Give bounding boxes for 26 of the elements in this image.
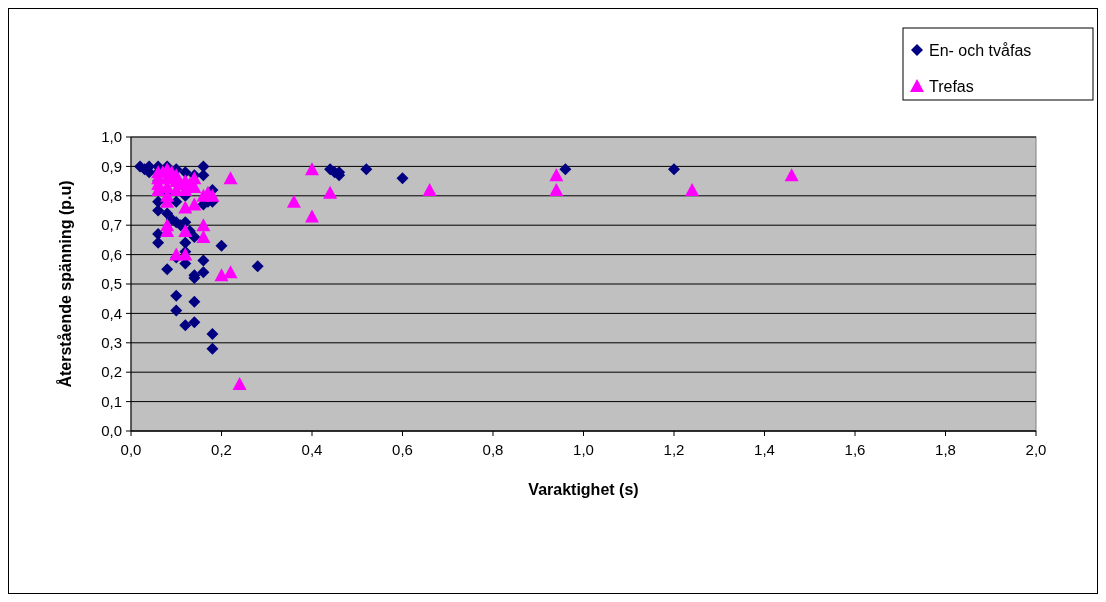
x-tick-label: 2,0 bbox=[1025, 441, 1047, 458]
legend-label: En- och tvåfas bbox=[929, 41, 1032, 59]
x-tick-label: 1,2 bbox=[663, 441, 685, 458]
y-tick-label: 0,3 bbox=[101, 334, 122, 352]
y-tick-label: 0,1 bbox=[101, 392, 122, 410]
x-tick-label: 0,8 bbox=[482, 441, 504, 458]
y-tick-label: 0,0 bbox=[101, 422, 122, 440]
y-tick-label: 0,4 bbox=[101, 304, 122, 322]
y-axis-title: Återstående spänning (p.u) bbox=[56, 180, 74, 388]
y-tick-label: 1,0 bbox=[101, 128, 122, 146]
x-tick-label: 1,6 bbox=[844, 441, 866, 458]
x-tick-label: 0,0 bbox=[120, 441, 142, 458]
y-tick-label: 0,9 bbox=[101, 157, 122, 175]
x-tick-label: 1,4 bbox=[754, 441, 775, 458]
x-axis-title: Varaktighet (s) bbox=[528, 481, 639, 498]
x-tick-label: 1,8 bbox=[935, 441, 956, 458]
y-tick-label: 0,5 bbox=[101, 275, 122, 293]
y-tick-label: 0,8 bbox=[101, 187, 122, 205]
x-tick-label: 1,0 bbox=[573, 441, 594, 458]
y-tick-label: 0,6 bbox=[101, 245, 122, 263]
x-tick-label: 0,6 bbox=[392, 441, 413, 458]
legend-label: Trefas bbox=[929, 77, 974, 95]
x-tick-label: 0,4 bbox=[301, 441, 323, 458]
y-tick-label: 0,7 bbox=[101, 216, 122, 234]
y-tick-label: 0,2 bbox=[101, 363, 122, 381]
x-tick-label: 0,2 bbox=[211, 441, 232, 458]
